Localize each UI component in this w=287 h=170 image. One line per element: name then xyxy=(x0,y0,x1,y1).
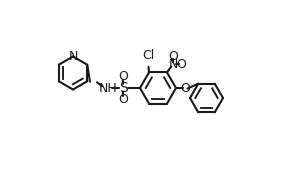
Text: Cl: Cl xyxy=(142,49,154,62)
Text: O: O xyxy=(119,70,129,83)
Text: O: O xyxy=(180,81,190,95)
Text: N: N xyxy=(169,58,178,71)
Text: NH: NH xyxy=(99,81,117,95)
Text: O: O xyxy=(176,58,186,71)
Text: O: O xyxy=(168,50,179,63)
Text: S: S xyxy=(119,81,128,95)
Text: O: O xyxy=(119,93,129,106)
Text: N: N xyxy=(68,50,78,63)
